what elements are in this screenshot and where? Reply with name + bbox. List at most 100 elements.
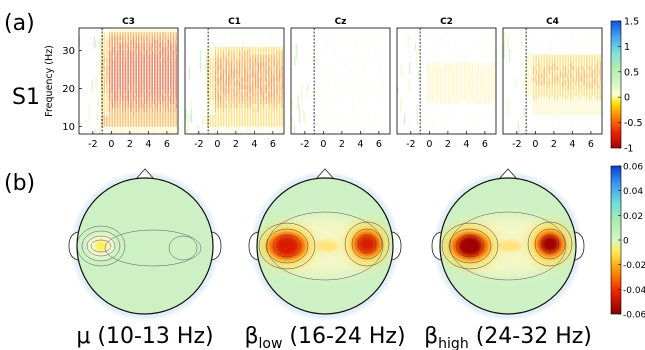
x-tick-label: 0: [532, 139, 538, 150]
tf-frame: [502, 27, 603, 135]
tf-panel-c3: C3 -2 0 2 4 6 10 20 30 Frequency (Hz): [44, 17, 179, 150]
nose: [498, 168, 518, 180]
topoplot-title: βlow (16-24 Hz): [244, 324, 405, 350]
right-ear: [574, 231, 585, 261]
tf-map: [503, 28, 601, 134]
left-contour: [455, 234, 485, 258]
panel-b-label: (b): [4, 171, 35, 196]
right-ear: [391, 231, 402, 261]
x-tick-label: -2: [512, 139, 521, 150]
right-blob-core: [358, 236, 376, 252]
x-tick-label: 2: [551, 139, 557, 150]
topo-baseline: [77, 178, 213, 314]
topoplot-1: μ (10-13 Hz): [68, 168, 222, 349]
left-contour: [448, 228, 492, 264]
x-tick-label: 4: [251, 139, 257, 150]
x-tick-label: 6: [588, 139, 594, 150]
tf-title: C1: [228, 17, 241, 27]
x-tick-label: 6: [482, 139, 488, 150]
tf-title: C3: [122, 17, 135, 27]
tf-frame: [78, 27, 179, 135]
topoplot-3: βhigh (24-32 Hz): [424, 168, 592, 350]
tf-title: Cz: [335, 17, 347, 27]
tf-background: [291, 28, 390, 134]
tf-frame: [290, 27, 391, 135]
head-outline: [256, 177, 394, 315]
central-contour: [104, 229, 202, 267]
tf-map: [79, 28, 177, 134]
y-tick-label: 20: [62, 84, 75, 95]
right-ear: [211, 231, 222, 261]
left-contour: [81, 230, 121, 262]
colorbar-gradient: [610, 20, 622, 149]
right-contour: [168, 235, 198, 261]
tf-map: [185, 28, 283, 134]
colorbar-tick-label: 1: [624, 42, 630, 53]
panel-b-topoplots: μ (10-13 Hz) βlow (16-24 Hz) βhigh (24-32 …: [68, 163, 645, 350]
left-ear: [431, 231, 442, 261]
colorbar-tick-label: -0.04: [623, 286, 645, 296]
colorbar-tick-label: 1.5: [624, 17, 639, 28]
right-blob-core: [541, 236, 559, 252]
colorbar-tick-label: 0.06: [623, 163, 643, 173]
right-contour: [527, 221, 573, 267]
x-tick-label: -2: [406, 139, 415, 150]
left-contour: [265, 228, 309, 264]
x-tick-label: 6: [376, 139, 382, 150]
x-tick-label: 2: [339, 139, 345, 150]
y-tick-label: 10: [62, 122, 75, 133]
tf-panel-c4: C4 -2 0 2 4 6: [502, 17, 603, 150]
left-ear: [248, 231, 259, 261]
left-ear: [68, 231, 79, 261]
colorbar-tick-label: 0.02: [623, 212, 643, 222]
left-contour: [86, 235, 116, 257]
x-tick-label: 2: [233, 139, 239, 150]
tf-title: C4: [546, 17, 559, 27]
panel-a-label: (a): [4, 11, 35, 36]
topoplot-title: βhigh (24-32 Hz): [424, 324, 592, 350]
topo-map: [257, 178, 393, 314]
tf-title: C2: [440, 17, 453, 27]
left-blob-core: [458, 236, 482, 256]
nose: [315, 168, 335, 180]
topoplot-2: βlow (16-24 Hz): [244, 168, 406, 350]
topoplot-title: μ (10-13 Hz): [76, 324, 213, 349]
tf-frame: [184, 27, 285, 135]
left-contour: [77, 225, 126, 267]
x-tick-label: 0: [108, 139, 114, 150]
left-contour: [272, 234, 302, 258]
x-tick-label: 4: [145, 139, 151, 150]
right-contour: [540, 234, 560, 254]
x-tick-label: -2: [300, 139, 309, 150]
x-tick-label: 4: [357, 139, 363, 150]
colorbar-tick-label: -0.02: [623, 261, 645, 271]
x-tick-label: 2: [127, 139, 133, 150]
x-tick-label: 6: [270, 139, 276, 150]
topo-map: [77, 178, 213, 314]
right-contour: [351, 228, 383, 260]
center-blob: [498, 240, 522, 252]
y-tick-label: 30: [62, 46, 75, 57]
outer-contour: [266, 211, 384, 281]
left-blob-core: [95, 240, 107, 252]
x-tick-label: 6: [164, 139, 170, 150]
left-contour: [90, 239, 112, 253]
colorbar-tick-label: 0.04: [623, 187, 643, 197]
x-tick-label: 0: [426, 139, 432, 150]
tf-map: [291, 28, 389, 134]
tf-panel-c1: C1 -2 0 2 4 6: [184, 17, 285, 150]
colorbar-tick-label: -0.5: [624, 118, 643, 129]
colorbar-a: 1.5 1 0.5 0 -0.5 -1: [610, 17, 643, 155]
x-tick-label: 4: [463, 139, 469, 150]
x-tick-label: 2: [445, 139, 451, 150]
colorbar-tick-label: 0.5: [624, 67, 639, 78]
colorbar-tick-label: 0: [624, 93, 630, 104]
x-tick-label: 4: [569, 139, 575, 150]
left-blob-core: [275, 236, 299, 256]
left-contour: [441, 222, 499, 270]
colorbar-tick-label: 0: [623, 237, 629, 247]
center-blob: [315, 240, 339, 252]
tf-panel-c2: C2 -2 0 2 4 6: [396, 17, 497, 150]
head-outline: [76, 177, 214, 315]
